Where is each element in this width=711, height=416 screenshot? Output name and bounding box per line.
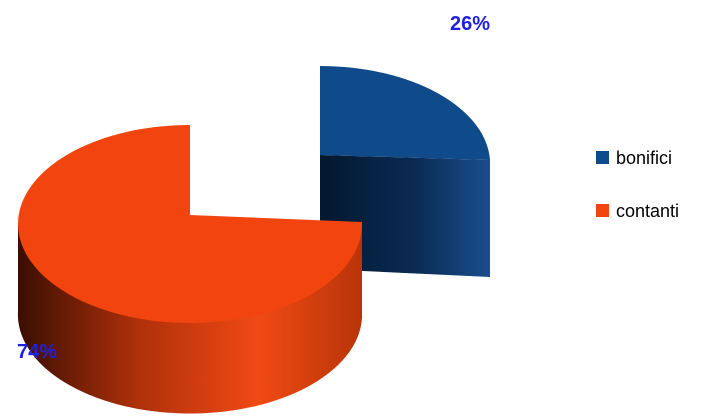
legend-swatch-bonifici (596, 151, 609, 164)
data-label-contanti: 74% (17, 341, 57, 363)
legend-label-bonifici: bonifici (616, 148, 672, 168)
legend-item-bonifici: bonifici (596, 148, 672, 168)
slice-bonifici-side (320, 155, 490, 277)
slice-contanti-top (18, 125, 363, 324)
slice-bonifici-top (320, 65, 490, 160)
slice-bonifici (320, 65, 490, 277)
slice-contanti (17, 125, 363, 414)
legend: bonifici contanti (596, 148, 679, 221)
data-label-bonifici: 26% (450, 13, 490, 35)
legend-item-contanti: contanti (596, 201, 679, 221)
slice-contanti-side (17, 214, 362, 414)
legend-label-contanti: contanti (616, 201, 679, 221)
legend-swatch-contanti (596, 204, 609, 217)
